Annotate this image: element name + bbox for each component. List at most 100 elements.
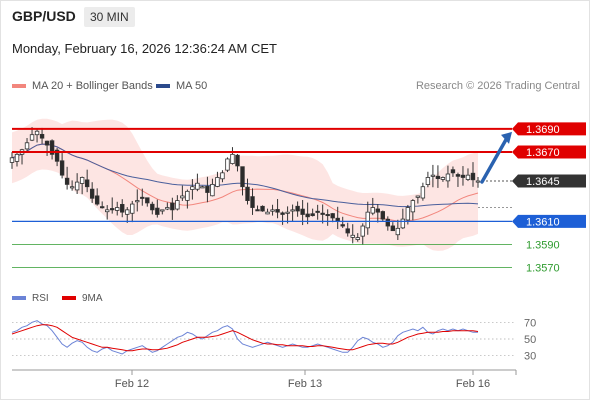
x-tick-label-1: Feb 13: [288, 378, 322, 390]
candle-body: [225, 158, 230, 171]
level-label-1.3645: 1.3645: [526, 176, 560, 188]
candle-body: [34, 130, 40, 136]
candle-body: [405, 207, 411, 221]
candle-body: [370, 207, 375, 214]
candle-body: [74, 181, 80, 191]
candle-body: [400, 218, 406, 229]
candle-body: [99, 206, 105, 209]
candle-body: [295, 205, 300, 212]
forecast-arrow-shaft: [480, 136, 509, 184]
level-badge-1.3610: [512, 214, 586, 228]
candle-body: [44, 140, 50, 146]
bollinger-swatch-icon: [12, 84, 26, 89]
candle-body: [240, 166, 245, 188]
candle-body: [285, 211, 290, 214]
candle-body: [350, 234, 355, 238]
candle-body: [9, 157, 15, 163]
candle-body: [320, 212, 325, 215]
rsi-swatch-icon: [12, 296, 26, 301]
level-label-1.3670: 1.3670: [526, 147, 560, 159]
candle-body: [265, 211, 270, 215]
candle-body: [290, 209, 295, 212]
level-label-1.3690: 1.3690: [526, 124, 560, 136]
legend-bollinger-label: MA 20 + Bollinger Bands: [32, 80, 153, 92]
x-tick-label-2: Feb 16: [456, 378, 490, 390]
legend-bollinger: MA 20 + Bollinger Bands: [12, 80, 153, 92]
candle-body: [145, 197, 150, 204]
legend-rsi-ma: 9MA: [62, 293, 103, 304]
legend-rsi-ma-label: 9MA: [82, 293, 103, 304]
candle-body: [435, 175, 441, 180]
candle-body: [54, 149, 60, 162]
rsi-tick-30: 30: [524, 351, 536, 363]
rsi-ma-swatch-icon: [62, 296, 76, 301]
candle-body: [185, 190, 190, 201]
chart-datetime: Monday, February 16, 2026 12:36:24 AM CE…: [12, 41, 277, 56]
candle-body: [205, 185, 210, 193]
candle-body: [94, 195, 100, 205]
candle-body: [340, 224, 345, 227]
candle-body: [280, 212, 285, 215]
rsi-tick-50: 50: [524, 334, 536, 346]
candle-body: [130, 203, 135, 214]
candle-body: [330, 213, 335, 219]
candle-body: [415, 195, 421, 198]
candle-body: [195, 182, 200, 190]
candle-body: [385, 218, 391, 227]
candle-body: [310, 213, 315, 217]
candle-body: [200, 186, 205, 189]
candle-body: [170, 202, 175, 211]
candle-body: [69, 186, 75, 189]
candle-body: [450, 169, 456, 174]
legend-ma50-label: MA 50: [176, 80, 208, 92]
level-label-1.3570: 1.3570: [526, 263, 560, 275]
candle-body: [275, 209, 280, 213]
candle-body: [64, 177, 70, 185]
candle-body: [425, 177, 431, 185]
candle-body: [24, 142, 30, 150]
candle-body: [230, 153, 235, 164]
source-credit: Research © 2026 Trading Central: [415, 80, 580, 92]
timeframe-badge[interactable]: 30 MIN: [84, 7, 135, 27]
ma50-line: [11, 143, 479, 208]
legend-rsi: RSI: [12, 293, 49, 304]
rsi-tick-70: 70: [524, 317, 536, 329]
forecast-arrow-head-icon: [501, 131, 512, 144]
candle-body: [465, 174, 471, 180]
candle-body: [220, 172, 225, 180]
candle-body: [315, 210, 320, 213]
candle-body: [445, 173, 451, 182]
candle-body: [345, 228, 350, 234]
candle-body: [215, 177, 220, 187]
candle-body: [390, 225, 396, 232]
level-badge-1.3645: [512, 174, 586, 188]
level-label-1.3610: 1.3610: [526, 216, 560, 228]
candle-body: [160, 209, 165, 212]
candle-body: [245, 186, 250, 201]
candle-body: [380, 211, 385, 220]
rsi-ma-line: [11, 324, 479, 352]
candle-body: [150, 203, 155, 211]
candle-body: [29, 134, 35, 141]
candle-body: [355, 237, 360, 240]
ma50-swatch-icon: [156, 84, 170, 89]
candle-body: [155, 207, 160, 215]
candle-body: [460, 174, 466, 178]
level-label-1.3590: 1.3590: [526, 240, 560, 252]
symbol-title: GBP/USD: [12, 8, 76, 24]
candle-body: [115, 207, 120, 211]
candle-body: [59, 160, 65, 176]
candle-body: [125, 209, 130, 215]
candle-body: [440, 177, 446, 180]
candle-body: [455, 174, 461, 177]
candle-body: [180, 195, 185, 199]
candle-body: [300, 208, 305, 215]
candle-body: [470, 172, 476, 181]
candle-body: [305, 213, 310, 218]
level-badge-1.3690: [512, 122, 586, 136]
legend-rsi-label: RSI: [32, 293, 49, 304]
candle-body: [165, 207, 170, 210]
candle-body: [360, 225, 365, 237]
level-badge-1.3670: [512, 145, 586, 159]
